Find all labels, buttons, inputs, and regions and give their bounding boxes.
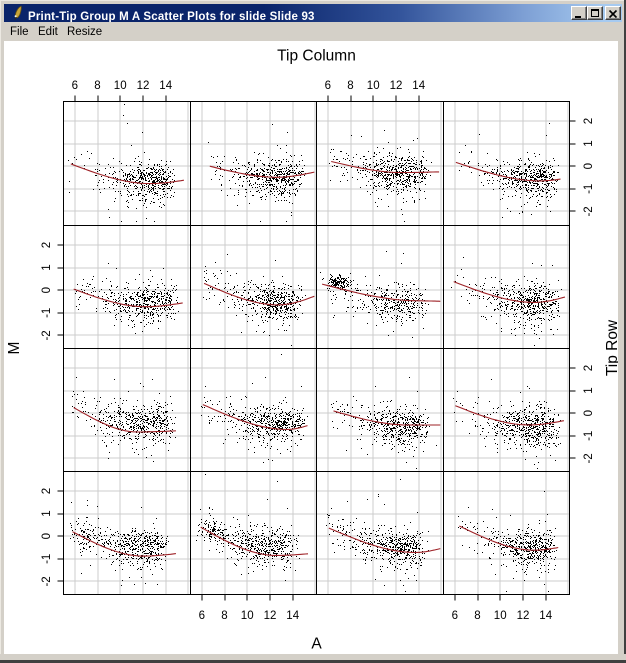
svg-text:6: 6	[72, 80, 78, 92]
svg-text:14: 14	[412, 80, 425, 92]
svg-text:10: 10	[241, 610, 254, 622]
svg-text:10: 10	[114, 80, 127, 92]
svg-text:-2: -2	[41, 576, 53, 586]
svg-text:2: 2	[41, 242, 53, 248]
svg-text:12: 12	[390, 80, 403, 92]
svg-text:6: 6	[199, 610, 205, 622]
svg-text:8: 8	[94, 80, 100, 92]
svg-text:2: 2	[583, 365, 595, 371]
svg-text:-1: -1	[41, 554, 53, 564]
svg-text:6: 6	[325, 80, 331, 92]
svg-text:1: 1	[41, 264, 53, 270]
svg-text:14: 14	[539, 610, 552, 622]
svg-text:-1: -1	[583, 431, 595, 441]
svg-text:8: 8	[347, 80, 353, 92]
svg-text:1: 1	[41, 510, 53, 516]
svg-text:12: 12	[264, 610, 277, 622]
svg-text:0: 0	[583, 410, 595, 416]
svg-text:-2: -2	[583, 206, 595, 216]
svg-text:M: M	[6, 342, 23, 355]
svg-text:10: 10	[367, 80, 380, 92]
svg-text:Tip Column: Tip Column	[277, 48, 356, 65]
svg-text:-1: -1	[583, 184, 595, 194]
svg-text:0: 0	[583, 163, 595, 169]
svg-text:6: 6	[452, 610, 458, 622]
svg-text:-2: -2	[583, 453, 595, 463]
svg-text:-1: -1	[41, 308, 53, 318]
svg-text:2: 2	[41, 488, 53, 494]
svg-text:-2: -2	[41, 330, 53, 340]
svg-text:12: 12	[517, 610, 530, 622]
svg-text:14: 14	[286, 610, 299, 622]
svg-text:12: 12	[137, 80, 150, 92]
svg-text:0: 0	[41, 533, 53, 539]
svg-text:1: 1	[583, 140, 595, 146]
svg-text:A: A	[311, 636, 322, 653]
svg-text:Tip Row: Tip Row	[604, 319, 621, 376]
svg-text:8: 8	[474, 610, 480, 622]
svg-text:14: 14	[159, 80, 172, 92]
svg-text:2: 2	[583, 118, 595, 124]
svg-text:0: 0	[41, 287, 53, 293]
svg-text:8: 8	[221, 610, 227, 622]
svg-text:10: 10	[494, 610, 507, 622]
svg-text:1: 1	[583, 387, 595, 393]
